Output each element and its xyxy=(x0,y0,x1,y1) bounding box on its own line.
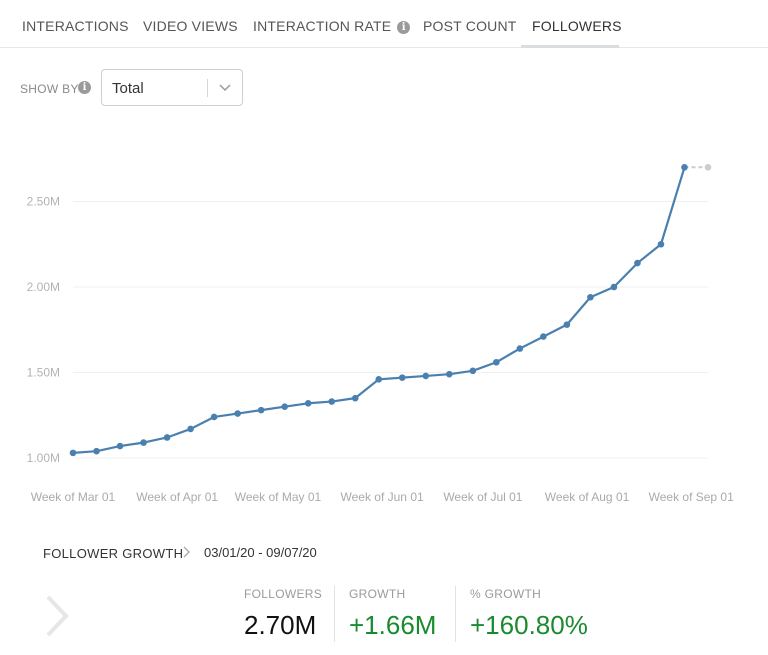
chevron-down-icon xyxy=(219,84,231,92)
show-by-dropdown[interactable]: Total xyxy=(101,69,243,106)
chevron-right-icon[interactable] xyxy=(40,593,72,639)
data-point[interactable] xyxy=(116,442,124,450)
metric-divider xyxy=(334,586,335,642)
x-tick-label: Week of Jul 01 xyxy=(443,490,522,504)
x-tick-label: Week of Sep 01 xyxy=(649,490,734,504)
data-point[interactable] xyxy=(187,425,194,433)
x-tick-label: Week of Jun 01 xyxy=(341,490,424,504)
data-point[interactable] xyxy=(445,370,453,378)
data-point[interactable] xyxy=(140,439,147,446)
y-tick-label: 2.50M xyxy=(27,195,60,209)
data-point[interactable] xyxy=(93,447,100,455)
metric-percent-growth: % GROWTH +160.80% xyxy=(470,587,588,641)
data-point[interactable] xyxy=(210,413,218,421)
data-point[interactable] xyxy=(257,406,265,414)
data-point[interactable] xyxy=(634,259,641,267)
data-point[interactable] xyxy=(398,374,406,381)
metric-value: +160.80% xyxy=(470,610,588,640)
metric-value: +1.66M xyxy=(349,610,437,640)
metric-divider xyxy=(455,586,456,642)
data-point[interactable] xyxy=(281,403,288,411)
followers-series-line xyxy=(72,166,686,454)
y-tick-label: 2.00M xyxy=(27,280,60,294)
data-point[interactable] xyxy=(375,376,383,383)
metric-label: FOLLOWERS xyxy=(244,587,323,601)
info-icon[interactable]: i xyxy=(397,21,411,34)
show-by-label: SHOW BY xyxy=(20,82,79,96)
data-point[interactable] xyxy=(469,367,477,375)
y-tick-label: 1.50M xyxy=(27,366,60,380)
x-tick-label: Week of Apr 01 xyxy=(136,490,218,504)
tab-video-views[interactable]: VIDEO VIEWS xyxy=(143,18,238,34)
data-point[interactable] xyxy=(540,333,547,340)
dropdown-divider xyxy=(207,79,208,97)
data-point[interactable] xyxy=(493,358,500,366)
data-point[interactable] xyxy=(328,398,336,405)
metric-followers: FOLLOWERS 2.70M xyxy=(244,587,322,641)
metric-label: % GROWTH xyxy=(470,587,542,601)
data-point[interactable] xyxy=(657,240,665,248)
tab-interactions[interactable]: INTERACTIONS xyxy=(22,18,129,34)
data-point[interactable] xyxy=(422,372,430,380)
tab-interaction-rate[interactable]: INTERACTION RATE i xyxy=(253,0,411,48)
x-tick-label: Week of May 01 xyxy=(235,490,322,504)
data-point[interactable] xyxy=(163,434,171,441)
active-tab-indicator xyxy=(521,45,619,48)
followers-line-chart: 1.00M 1.50M 2.00M 2.50M Week of Mar 01 Week … xyxy=(27,164,734,504)
data-point[interactable] xyxy=(516,345,524,352)
projected-point[interactable] xyxy=(704,164,712,171)
show-by-selected-value: Total xyxy=(112,80,144,97)
tab-followers[interactable]: FOLLOWERS xyxy=(532,18,622,34)
x-tick-label: Week of Aug 01 xyxy=(545,490,630,504)
metric-value: 2.70M xyxy=(244,610,317,640)
data-point[interactable] xyxy=(304,399,312,407)
tab-post-count[interactable]: POST COUNT xyxy=(423,18,517,34)
metric-label: GROWTH xyxy=(349,587,406,601)
y-tick-label: 1.00M xyxy=(27,451,60,465)
tab-interaction-rate-label: INTERACTION RATE xyxy=(253,18,392,34)
metric-tabs: INTERACTIONS VIDEO VIEWS INTERACTION RAT… xyxy=(0,0,768,48)
data-point[interactable] xyxy=(610,283,618,291)
info-icon[interactable]: i xyxy=(78,81,91,94)
follower-growth-title: FOLLOWER GROWTH xyxy=(43,546,184,561)
data-point[interactable] xyxy=(681,164,688,171)
data-point[interactable] xyxy=(351,394,359,402)
metric-growth: GROWTH +1.66M xyxy=(349,587,436,641)
x-tick-label: Week of Mar 01 xyxy=(31,490,116,504)
data-point[interactable] xyxy=(563,321,571,328)
chevron-right-icon xyxy=(183,546,190,558)
data-point[interactable] xyxy=(234,410,241,417)
data-point[interactable] xyxy=(587,293,594,301)
data-point[interactable] xyxy=(69,449,77,457)
date-range: 03/01/20 - 09/07/20 xyxy=(204,545,317,560)
